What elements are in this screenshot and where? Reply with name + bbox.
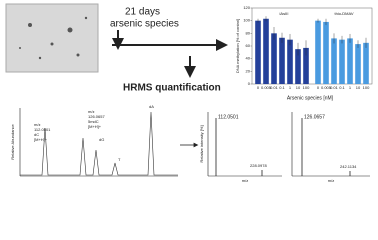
y-tick-label: 0 bbox=[248, 81, 251, 86]
y-tick-label: 120 bbox=[243, 5, 250, 10]
chromatogram: Relative Abundance m/z 112.0501 dC [M+H]… bbox=[10, 104, 178, 177]
bar-chart: DNA methylation [% of control] Arsenic s… bbox=[235, 5, 373, 101]
bar bbox=[363, 42, 369, 84]
peak-label: 228.0978 bbox=[250, 163, 267, 168]
cells bbox=[19, 16, 88, 60]
peak-label: dA bbox=[149, 104, 154, 109]
y-tick-label: 80 bbox=[246, 30, 251, 35]
x-tick-label: 100 bbox=[303, 85, 310, 90]
y-tick-label: 40 bbox=[246, 56, 251, 61]
x-tick-label: 0 bbox=[317, 85, 320, 90]
peak-label: [M+H]+ bbox=[34, 137, 48, 142]
peak-label: dC bbox=[34, 132, 39, 137]
peak-label: 112.0501 bbox=[218, 114, 239, 120]
x-tick-label: 1 bbox=[349, 85, 352, 90]
graphical-abstract: 21 days arsenic species HRMS quantificat… bbox=[5, 3, 373, 183]
x-tick-label: 0.1 bbox=[279, 85, 285, 90]
peak-label: [M+H]+ bbox=[88, 124, 102, 129]
bar bbox=[303, 47, 309, 84]
x-tick-label: 0.005 bbox=[321, 85, 332, 90]
micrograph bbox=[5, 3, 99, 73]
treatment-label: arsenic species bbox=[110, 19, 179, 30]
x-tick-label: 0.01 bbox=[330, 85, 339, 90]
peak-label: 126.0657 bbox=[88, 114, 105, 119]
peak-label: m/z bbox=[88, 109, 94, 114]
bar bbox=[355, 44, 361, 84]
legend-label: iAsIII bbox=[280, 11, 289, 16]
x-axis-label: m/z bbox=[328, 178, 334, 183]
plot-frame bbox=[251, 7, 373, 85]
bar bbox=[323, 21, 329, 84]
bar bbox=[347, 38, 353, 84]
y-tick-label: 20 bbox=[246, 68, 251, 73]
peak-label: m/z bbox=[34, 122, 40, 127]
x-axis-label: m/z bbox=[242, 178, 248, 183]
y-axis-label: Relative intensity [%] bbox=[199, 125, 204, 162]
peak-label: T bbox=[118, 157, 121, 162]
y-tick-label: 60 bbox=[246, 43, 251, 48]
method-label: HRMS quantification bbox=[123, 83, 221, 94]
bar bbox=[331, 38, 337, 84]
bar bbox=[295, 49, 301, 84]
bar bbox=[315, 20, 321, 85]
x-tick-label: 0.1 bbox=[339, 85, 345, 90]
bar bbox=[271, 33, 277, 84]
time-label: 21 days bbox=[125, 7, 160, 18]
x-tick-label: 10 bbox=[296, 85, 301, 90]
peak-label: dG bbox=[99, 137, 104, 142]
y-tick-label: 100 bbox=[243, 18, 250, 23]
y-axis-label: DNA methylation [% of control] bbox=[235, 19, 240, 73]
y-axis-label: Relative Abundance bbox=[10, 123, 15, 159]
peak-label: 112.0501 bbox=[34, 127, 51, 132]
mass-spectra: Relative intensity [%] m/z m/z 112.0501 … bbox=[199, 112, 370, 183]
bar bbox=[263, 18, 269, 85]
peak-label: 126.0657 bbox=[304, 114, 325, 120]
bar bbox=[339, 39, 345, 84]
x-tick-label: 100 bbox=[363, 85, 370, 90]
bar bbox=[279, 37, 285, 84]
bar bbox=[255, 20, 261, 85]
peak-label: 5mdC bbox=[88, 119, 99, 124]
x-tick-label: 0.005 bbox=[261, 85, 272, 90]
x-tick-label: 1 bbox=[289, 85, 292, 90]
peak-label: 242.1134 bbox=[340, 164, 357, 169]
x-axis-label: Arsenic species [nM] bbox=[287, 95, 334, 101]
x-tick-label: 10 bbox=[356, 85, 361, 90]
x-tick-label: 0.01 bbox=[270, 85, 279, 90]
x-tick-label: 0 bbox=[257, 85, 260, 90]
legend-label: thio-DMAV bbox=[334, 11, 353, 16]
bar bbox=[287, 39, 293, 84]
